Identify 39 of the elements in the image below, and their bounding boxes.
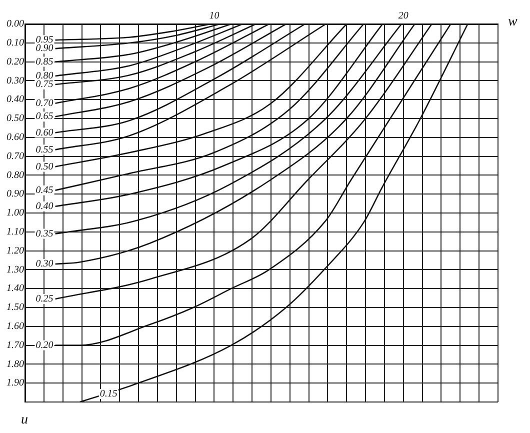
- y-tick-label: 0.10: [6, 38, 24, 49]
- series-label: 0.85: [36, 56, 54, 68]
- y-tick-label: 1.60: [6, 321, 24, 332]
- series-label: 0.65: [36, 111, 54, 122]
- y-tick-label: 1.30: [6, 264, 24, 276]
- y-tick-label: 0.40: [6, 94, 24, 106]
- series-label: 0.55: [36, 144, 54, 156]
- y-tick-label: 0.50: [6, 113, 24, 124]
- series-label: 0.60: [36, 127, 54, 138]
- y-tick-label: 1.70: [6, 340, 24, 351]
- series-label: 0.15: [100, 388, 118, 400]
- series-label: 0.35: [36, 228, 54, 240]
- series-label: 0.45: [36, 184, 54, 196]
- x-axis-title: w: [508, 14, 518, 30]
- y-tick-label: 0.30: [6, 75, 24, 86]
- series-label: 0.50: [36, 161, 54, 172]
- y-tick-label: 1.00: [6, 208, 24, 219]
- y-tick-label: 1.80: [6, 358, 24, 370]
- series-label: 0.90: [36, 43, 54, 54]
- y-tick-label: 1.20: [6, 245, 24, 256]
- y-tick-label: 1.40: [6, 283, 24, 294]
- series-label: 0.25: [36, 294, 54, 305]
- series-label: 0.40: [36, 201, 54, 212]
- series-label: 0.30: [36, 258, 54, 270]
- y-axis-title: u: [21, 412, 28, 428]
- y-tick-label: 0.20: [6, 56, 24, 68]
- series-label: 0.75: [36, 79, 54, 90]
- x-tick-label: 10: [209, 10, 220, 22]
- y-tick-label: 0.00: [6, 18, 24, 30]
- y-tick-label: 0.60: [6, 132, 24, 144]
- y-tick-label: 1.90: [6, 378, 24, 389]
- y-tick-label: 0.90: [6, 188, 24, 200]
- y-tick-label: 1.50: [6, 302, 24, 314]
- y-tick-label: 0.80: [6, 170, 24, 181]
- x-tick-label: 20: [398, 10, 408, 22]
- series-label: 0.20: [36, 340, 54, 351]
- y-tick-label: 0.70: [6, 150, 24, 162]
- y-tick-label: 1.10: [6, 226, 24, 238]
- series-label: 0.70: [36, 98, 54, 110]
